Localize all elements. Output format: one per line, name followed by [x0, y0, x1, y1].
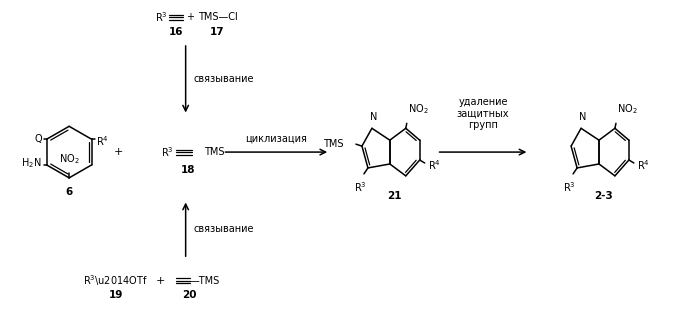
Text: +: +: [114, 147, 124, 157]
Text: R$^3$: R$^3$: [161, 145, 174, 159]
Text: связывание: связывание: [193, 224, 254, 234]
Text: R$^4$: R$^4$: [637, 158, 650, 172]
Text: Q: Q: [34, 134, 42, 144]
Text: +: +: [156, 276, 165, 286]
Text: связывание: связывание: [193, 74, 254, 84]
Text: —TMS: —TMS: [190, 276, 220, 286]
Text: NO$_2$: NO$_2$: [617, 103, 637, 116]
Text: H$_2$N: H$_2$N: [21, 156, 42, 170]
Text: +: +: [186, 12, 193, 22]
Text: 6: 6: [66, 187, 73, 197]
Text: циклизация: циклизация: [246, 133, 307, 143]
Text: удаление
защитных
групп: удаление защитных групп: [456, 97, 510, 130]
Text: 16: 16: [168, 27, 183, 37]
Text: TMS—Cl: TMS—Cl: [198, 12, 237, 22]
Text: N: N: [370, 112, 378, 122]
Text: N: N: [579, 112, 587, 122]
Text: 18: 18: [180, 165, 195, 175]
Text: R$^4$: R$^4$: [428, 158, 440, 172]
Text: 19: 19: [109, 290, 123, 300]
Text: 17: 17: [210, 27, 225, 37]
Text: 21: 21: [387, 191, 402, 201]
Text: R$^4$: R$^4$: [96, 134, 108, 148]
Text: NO$_2$: NO$_2$: [408, 103, 429, 116]
Text: R$^3$\u2014OTf: R$^3$\u2014OTf: [84, 274, 149, 289]
Text: R$^3$: R$^3$: [354, 180, 366, 194]
Text: 2-3: 2-3: [595, 191, 614, 201]
Text: TMS: TMS: [323, 139, 344, 149]
Text: 20: 20: [182, 290, 197, 300]
Text: R$^3$: R$^3$: [155, 10, 168, 24]
Text: TMS: TMS: [204, 147, 224, 157]
Text: NO$_2$: NO$_2$: [59, 152, 80, 166]
Text: R$^3$: R$^3$: [563, 180, 575, 194]
